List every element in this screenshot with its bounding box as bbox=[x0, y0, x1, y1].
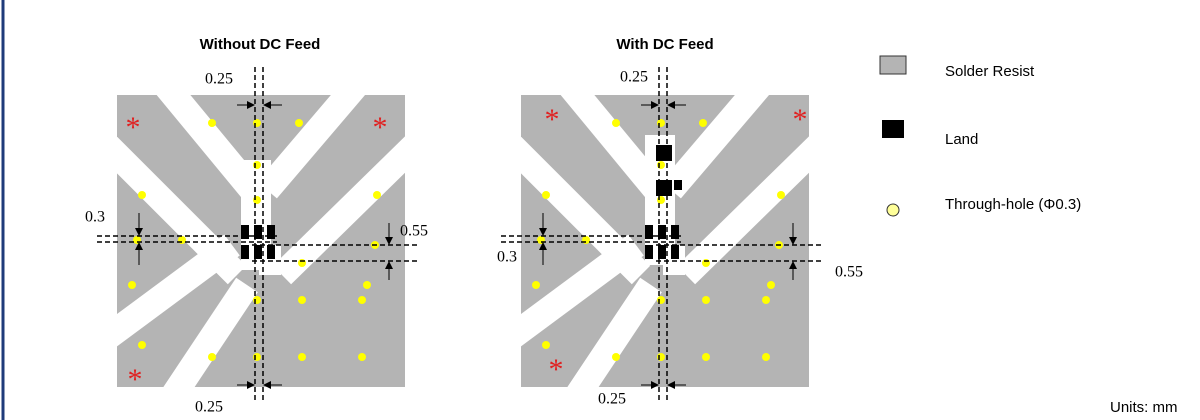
through-hole bbox=[208, 119, 216, 127]
through-hole bbox=[699, 119, 707, 127]
land bbox=[267, 245, 275, 259]
through-hole bbox=[363, 281, 371, 289]
through-hole bbox=[128, 281, 136, 289]
through-hole bbox=[358, 353, 366, 361]
land bbox=[671, 245, 679, 259]
through-hole bbox=[762, 296, 770, 304]
through-hole bbox=[253, 353, 261, 361]
land bbox=[241, 245, 249, 259]
land bbox=[656, 180, 672, 196]
through-hole bbox=[657, 296, 665, 304]
legend-swatch bbox=[879, 55, 907, 75]
through-hole bbox=[702, 259, 710, 267]
asterisk: * bbox=[126, 111, 141, 144]
through-hole bbox=[542, 341, 550, 349]
asterisk: * bbox=[373, 111, 388, 144]
through-hole bbox=[138, 191, 146, 199]
through-hole bbox=[657, 196, 665, 204]
dim-label: 0.25 bbox=[620, 69, 648, 86]
clearance-band bbox=[560, 95, 667, 199]
legend-swatch bbox=[882, 120, 904, 138]
land bbox=[645, 225, 653, 239]
through-hole bbox=[253, 119, 261, 127]
through-hole bbox=[542, 191, 550, 199]
through-hole bbox=[657, 353, 665, 361]
through-hole bbox=[612, 353, 620, 361]
land bbox=[674, 180, 682, 190]
land bbox=[254, 225, 262, 239]
through-hole bbox=[253, 296, 261, 304]
land bbox=[254, 245, 262, 259]
dim-label: 0.25 bbox=[195, 399, 223, 416]
panel-title: Without DC Feed bbox=[200, 36, 321, 53]
dim-label: 0.3 bbox=[85, 209, 105, 226]
through-hole bbox=[767, 281, 775, 289]
legend-label: Land bbox=[945, 131, 978, 148]
land bbox=[658, 245, 666, 259]
through-hole bbox=[537, 236, 545, 244]
land bbox=[658, 225, 666, 239]
through-hole bbox=[612, 119, 620, 127]
through-hole bbox=[702, 296, 710, 304]
through-hole bbox=[657, 161, 665, 169]
through-hole bbox=[582, 236, 590, 244]
clearance-band bbox=[676, 136, 809, 285]
footprint bbox=[97, 67, 417, 400]
through-hole bbox=[295, 119, 303, 127]
clearance-band bbox=[272, 136, 405, 285]
clearance-band bbox=[257, 95, 366, 199]
through-hole bbox=[777, 191, 785, 199]
through-hole bbox=[208, 353, 216, 361]
units-note: Units: mm bbox=[1110, 399, 1178, 416]
dim-label: 0.3 bbox=[497, 249, 517, 266]
clearance-band bbox=[521, 234, 644, 347]
through-hole bbox=[657, 119, 665, 127]
through-hole bbox=[762, 353, 770, 361]
through-hole bbox=[298, 259, 306, 267]
asterisk: * bbox=[793, 103, 808, 136]
legend-label: Solder Resist bbox=[945, 63, 1035, 80]
through-hole bbox=[133, 236, 141, 244]
footprint bbox=[501, 67, 821, 400]
through-hole bbox=[532, 281, 540, 289]
asterisk: * bbox=[128, 363, 143, 396]
land bbox=[656, 145, 672, 161]
dim-label: 0.25 bbox=[205, 71, 233, 88]
through-hole bbox=[298, 296, 306, 304]
clearance-band bbox=[163, 277, 258, 387]
land bbox=[241, 225, 249, 239]
clearance-band bbox=[567, 277, 662, 387]
through-hole bbox=[358, 296, 366, 304]
land bbox=[267, 225, 275, 239]
clearance-band bbox=[156, 95, 263, 199]
board bbox=[521, 95, 809, 387]
through-hole bbox=[373, 191, 381, 199]
through-hole bbox=[298, 353, 306, 361]
panel-title: With DC Feed bbox=[616, 36, 713, 53]
land bbox=[671, 225, 679, 239]
asterisk: * bbox=[545, 103, 560, 136]
dim-label: 0.25 bbox=[598, 391, 626, 408]
clearance bbox=[663, 245, 685, 275]
through-hole bbox=[178, 236, 186, 244]
through-hole bbox=[253, 196, 261, 204]
clearance bbox=[259, 245, 281, 275]
asterisk: * bbox=[549, 353, 564, 386]
legend-swatch bbox=[886, 203, 900, 217]
through-hole bbox=[138, 341, 146, 349]
clearance-band bbox=[117, 234, 240, 347]
land bbox=[645, 245, 653, 259]
dim-label: 0.55 bbox=[835, 264, 863, 281]
dim-label: 0.55 bbox=[400, 223, 428, 240]
clearance-band bbox=[661, 95, 770, 199]
through-hole bbox=[702, 353, 710, 361]
through-hole bbox=[253, 161, 261, 169]
legend-label: Through-hole (Φ0.3) bbox=[945, 196, 1081, 213]
